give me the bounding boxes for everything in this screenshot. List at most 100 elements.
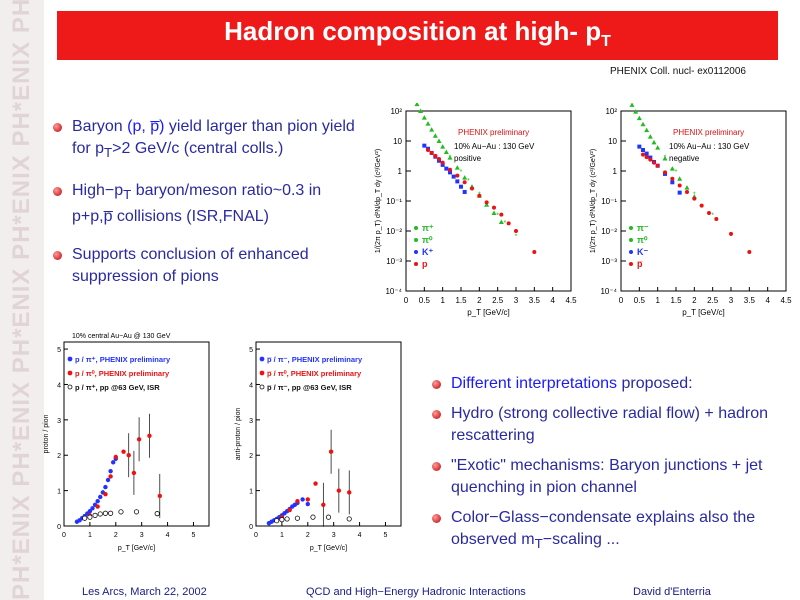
y-tick-label: 4 (249, 382, 253, 389)
data-point (499, 212, 504, 217)
x-tick-label: 0 (404, 296, 409, 305)
y-tick-label: 10⁻¹ (386, 197, 402, 206)
y-tick-label: 10⁻³ (601, 257, 617, 266)
legend-marker (414, 250, 418, 254)
data-point: * (664, 155, 667, 162)
data-point (648, 155, 653, 160)
data-point (498, 219, 504, 224)
bullet-item: Different interpretations proposed: (432, 373, 792, 395)
legend-header: 10% Au−Au : 130 GeV (669, 142, 750, 151)
y-tick-label: 1 (249, 489, 253, 496)
x-tick-label: 3 (514, 296, 519, 305)
bullet-text-blue: Different interpretations (451, 375, 618, 392)
data-point (470, 186, 474, 191)
data-point (98, 494, 103, 500)
legend-marker (259, 384, 265, 390)
data-point: * (504, 220, 507, 227)
legend-marker (67, 356, 73, 362)
data-point (436, 138, 442, 143)
bullet-text: >2 GeV/c (central colls.) (112, 140, 284, 157)
bullet-item: High−pT baryon/meson ratio~0.3 in p+p,p̅… (53, 180, 363, 228)
plot-frame (405, 110, 572, 292)
ratio-chart-proton: 10% central Au−Au @ 130 GeV 0 1 2 3 4 5 0 1 2 3 4 5 p… (43, 333, 210, 552)
legend-marker (67, 384, 73, 390)
data-point (440, 160, 445, 165)
x-tick-label: 1 (280, 532, 284, 539)
data-point (82, 515, 88, 521)
x-tick-label: 3.5 (744, 296, 756, 305)
x-tick-label: 2 (477, 296, 482, 305)
legend-label: p / π⁰, PHENIX preliminary (75, 369, 170, 378)
data-point (437, 157, 441, 162)
x-tick-label: 2.5 (707, 296, 719, 305)
x-tick-label: 3 (140, 532, 144, 539)
data-point: * (675, 169, 678, 176)
legend-label: K⁺ (422, 247, 433, 257)
data-point (295, 499, 300, 504)
bullet-dot-icon (432, 410, 441, 419)
y-tick-label: 5 (249, 347, 253, 354)
x-tick-label: 1 (655, 296, 660, 305)
x-tick-label: 0 (619, 296, 624, 305)
y-tick-label: 10⁻² (386, 227, 402, 236)
bullet-item: Supports conclusion of enhanced suppress… (53, 244, 363, 288)
data-point (644, 127, 650, 133)
legend-label: K⁻ (637, 247, 648, 257)
bullet-dot-icon (432, 462, 441, 471)
bullet-list-left: Baryon (p, p̅) yield larger than pion yi… (53, 116, 363, 304)
data-point (102, 510, 109, 516)
x-tick-label: 3 (332, 532, 336, 539)
legend-label: p (422, 259, 428, 269)
x-axis-label: p_T [GeV/c] (310, 545, 347, 552)
data-point (747, 249, 752, 254)
citation: PHENIX Coll. nucl- ex0112006 (610, 66, 746, 77)
y-tick-label: 10⁻⁴ (385, 287, 402, 296)
x-tick-label: 4.5 (565, 296, 577, 305)
data-point (641, 148, 645, 153)
bullet-text: baryon/meson ratio~0.3 in p+p,p̅ collisi… (72, 182, 322, 226)
data-point (321, 502, 326, 507)
bullet-item: Hydro (strong collective radial flow) + … (432, 403, 792, 447)
bullet-text-blue: (p, p̅) (127, 118, 165, 135)
legend-marker (629, 250, 633, 254)
data-point (147, 433, 152, 438)
bullet-text: Color−Glass−condensate explains also the… (451, 509, 756, 548)
x-tick-label: 0.5 (419, 296, 431, 305)
x-tick-label: 4 (358, 532, 362, 539)
data-point (662, 156, 668, 161)
plot-frame (255, 341, 402, 527)
data-point (347, 490, 352, 495)
y-tick-label: 1 (57, 489, 61, 496)
y-tick-label: 0 (249, 524, 253, 531)
x-tick-label: 2 (306, 532, 310, 539)
x-axis-label: p_T [GeV/c] (118, 545, 155, 552)
y-tick-label: 1 (613, 167, 618, 176)
y-axis-label: 1/(2π p_T) d²N/dp_T dy (c²/GeV²) (375, 149, 382, 253)
y-tick-label: 5 (57, 347, 61, 354)
x-tick-label: 3 (729, 296, 734, 305)
data-point (300, 497, 305, 502)
data-point: * (467, 178, 470, 185)
data-point (95, 499, 100, 504)
bullet-text: −scaling ... (542, 531, 620, 548)
data-point (103, 491, 108, 497)
spectra-chart-positive: 10² 10 1 10⁻¹ 10⁻² 10⁻³ 10⁻⁴0 0.5 1 1.5 2 2.5 3 3.5 4 4… (375, 103, 577, 317)
bullet-dot-icon (53, 123, 62, 132)
legend-header: 10% Au−Au : 130 GeV (454, 142, 535, 151)
data-point (110, 460, 116, 465)
data-point (447, 155, 453, 160)
data-point (294, 515, 301, 521)
x-tick-label: 4 (550, 296, 555, 305)
data-point (670, 176, 675, 181)
legend-marker (629, 226, 633, 230)
legend-header: positive (454, 154, 482, 163)
data-point: * (730, 234, 733, 241)
bullet-dot-icon (432, 380, 441, 389)
ratio-chart-antiproton: 0 1 2 3 4 5 0 1 2 3 4 5 p_T [GeV/c] anti-proton / pio… (235, 341, 402, 552)
data-point (491, 210, 497, 215)
y-tick-label: 10⁻² (601, 227, 617, 236)
data-point (644, 155, 649, 160)
data-point (422, 143, 427, 148)
plot-frame (620, 110, 787, 292)
data-point (462, 189, 467, 194)
